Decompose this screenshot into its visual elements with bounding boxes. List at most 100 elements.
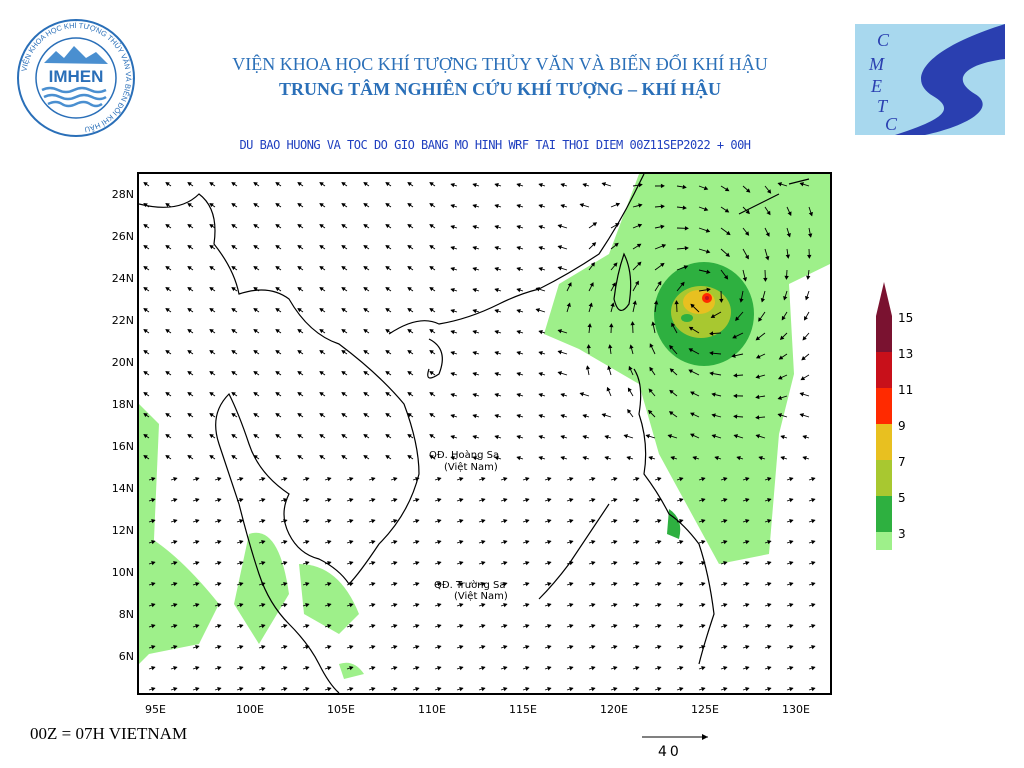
logo-letter-3: E (870, 76, 882, 96)
wind-arrow-head (393, 603, 398, 608)
wind-arrow-head (723, 519, 728, 524)
wind-arrow-head (635, 561, 640, 566)
wind-arrow-head (319, 350, 324, 355)
wind-arrow-head (494, 351, 499, 356)
wind-arrow-head (723, 275, 729, 280)
wind-arrow-head (363, 182, 368, 187)
wind-arrow-head (209, 287, 214, 292)
wind-arrow-head (393, 519, 398, 524)
wind-arrow-head (231, 203, 236, 208)
wind-arrow-head (503, 582, 508, 587)
wind-arrow-head (415, 561, 420, 566)
wind-arrow-head (516, 393, 521, 398)
wind-arrow-head (283, 624, 288, 629)
wind-arrow-head (261, 624, 266, 629)
wind-arrow-head (363, 329, 368, 334)
wind-arrow-head (538, 351, 543, 356)
wind-arrow-head (231, 350, 236, 355)
wind-arrow-head (165, 350, 170, 355)
wind-arrow-head (767, 666, 772, 671)
wind-vectors (143, 182, 816, 692)
wind-arrow-head (253, 350, 258, 355)
wind-arrow-head (649, 366, 654, 372)
legend-level-label: 7 (898, 455, 906, 469)
wind-arrow-head (472, 225, 477, 230)
wind-arrow-head (745, 540, 750, 545)
lon-tick-label: 105E (327, 703, 355, 716)
legend-level-label: 11 (898, 383, 913, 397)
wind-arrow-head (209, 203, 214, 208)
wind-arrow-head (481, 519, 486, 524)
wind-arrow-head (385, 287, 390, 292)
wind-arrow-head (758, 317, 763, 322)
wind-arrow-head (745, 624, 750, 629)
wind-arrow-head (560, 456, 565, 461)
wind-arrow-head (777, 375, 783, 380)
wind-arrow-head (472, 246, 477, 251)
wind-arrow-head (393, 687, 398, 692)
wind-arrow-head (525, 477, 530, 482)
wind-arrow-head (525, 624, 530, 629)
wind-arrow-head (494, 372, 499, 377)
wind-arrow-head (165, 182, 170, 187)
wind-arrow-head (516, 456, 521, 461)
wind-arrow-head (494, 204, 499, 209)
wind-arrow-head (588, 302, 593, 307)
wind-arrow-head (789, 687, 794, 692)
wind-arrow-head (239, 645, 244, 650)
wind-arrow-head (275, 308, 280, 313)
wind-arrow-head (275, 182, 280, 187)
wind-arrow-head (385, 455, 390, 460)
wind-arrow-head (363, 287, 368, 292)
wind-arrow-head (341, 182, 346, 187)
wind-arrow-head (709, 371, 714, 376)
lat-tick-label: 24N (111, 272, 134, 285)
wind-arrow-head (151, 561, 156, 566)
wind-arrow-head (195, 624, 200, 629)
wind-arrow-head (195, 540, 200, 545)
wind-arrow-head (253, 413, 258, 418)
wind-arrow-head (143, 224, 148, 229)
wind-arrow-head (538, 225, 543, 230)
wind-arrow-head (349, 687, 354, 692)
wind-arrow-head (688, 348, 694, 353)
wind-arrow-head (701, 645, 706, 650)
wind-arrow-head (151, 519, 156, 524)
lon-tick-label: 95E (145, 703, 166, 716)
wind-arrow-head (789, 666, 794, 671)
wind-arrow-head (283, 687, 288, 692)
wind-arrow-head (503, 477, 508, 482)
wind-arrow-head (275, 329, 280, 334)
wind-arrow-head (429, 371, 434, 376)
wind-arrow-head (253, 329, 258, 334)
wind-arrow-head (731, 353, 736, 358)
timezone-note: 00Z = 07H VIETNAM (30, 724, 188, 743)
wind-arrow-head (363, 392, 368, 397)
wind-arrow-head (217, 603, 222, 608)
wind-arrow-head (283, 477, 288, 482)
wind-arrow-head (173, 498, 178, 503)
wind-arrow-head (807, 233, 813, 238)
wind-arrow-head (261, 498, 266, 503)
wind-arrow-head (239, 561, 244, 566)
wind-arrow-head (767, 687, 772, 692)
wind-arrow-head (459, 540, 464, 545)
wind-arrow-head (711, 392, 716, 397)
legend-triangle (876, 282, 892, 316)
wind-arrow-head (723, 666, 728, 671)
wind-arrow-head (538, 372, 543, 377)
wind-arrow-head (143, 308, 148, 313)
wind-arrow-head (151, 540, 156, 545)
wind-arrow-head (688, 326, 694, 331)
wind-arrow-head (187, 413, 192, 418)
wind-arrow-head (173, 624, 178, 629)
wind-arrow-head (327, 519, 332, 524)
wind-arrow-head (239, 624, 244, 629)
wind-arrow-head (305, 603, 310, 608)
wind-arrow-head (217, 519, 222, 524)
wind-arrow-head (275, 392, 280, 397)
wind-arrow-head (407, 182, 412, 187)
wind-arrow-head (481, 540, 486, 545)
wind-arrow-head (560, 204, 565, 209)
wind-arrow-head (349, 624, 354, 629)
